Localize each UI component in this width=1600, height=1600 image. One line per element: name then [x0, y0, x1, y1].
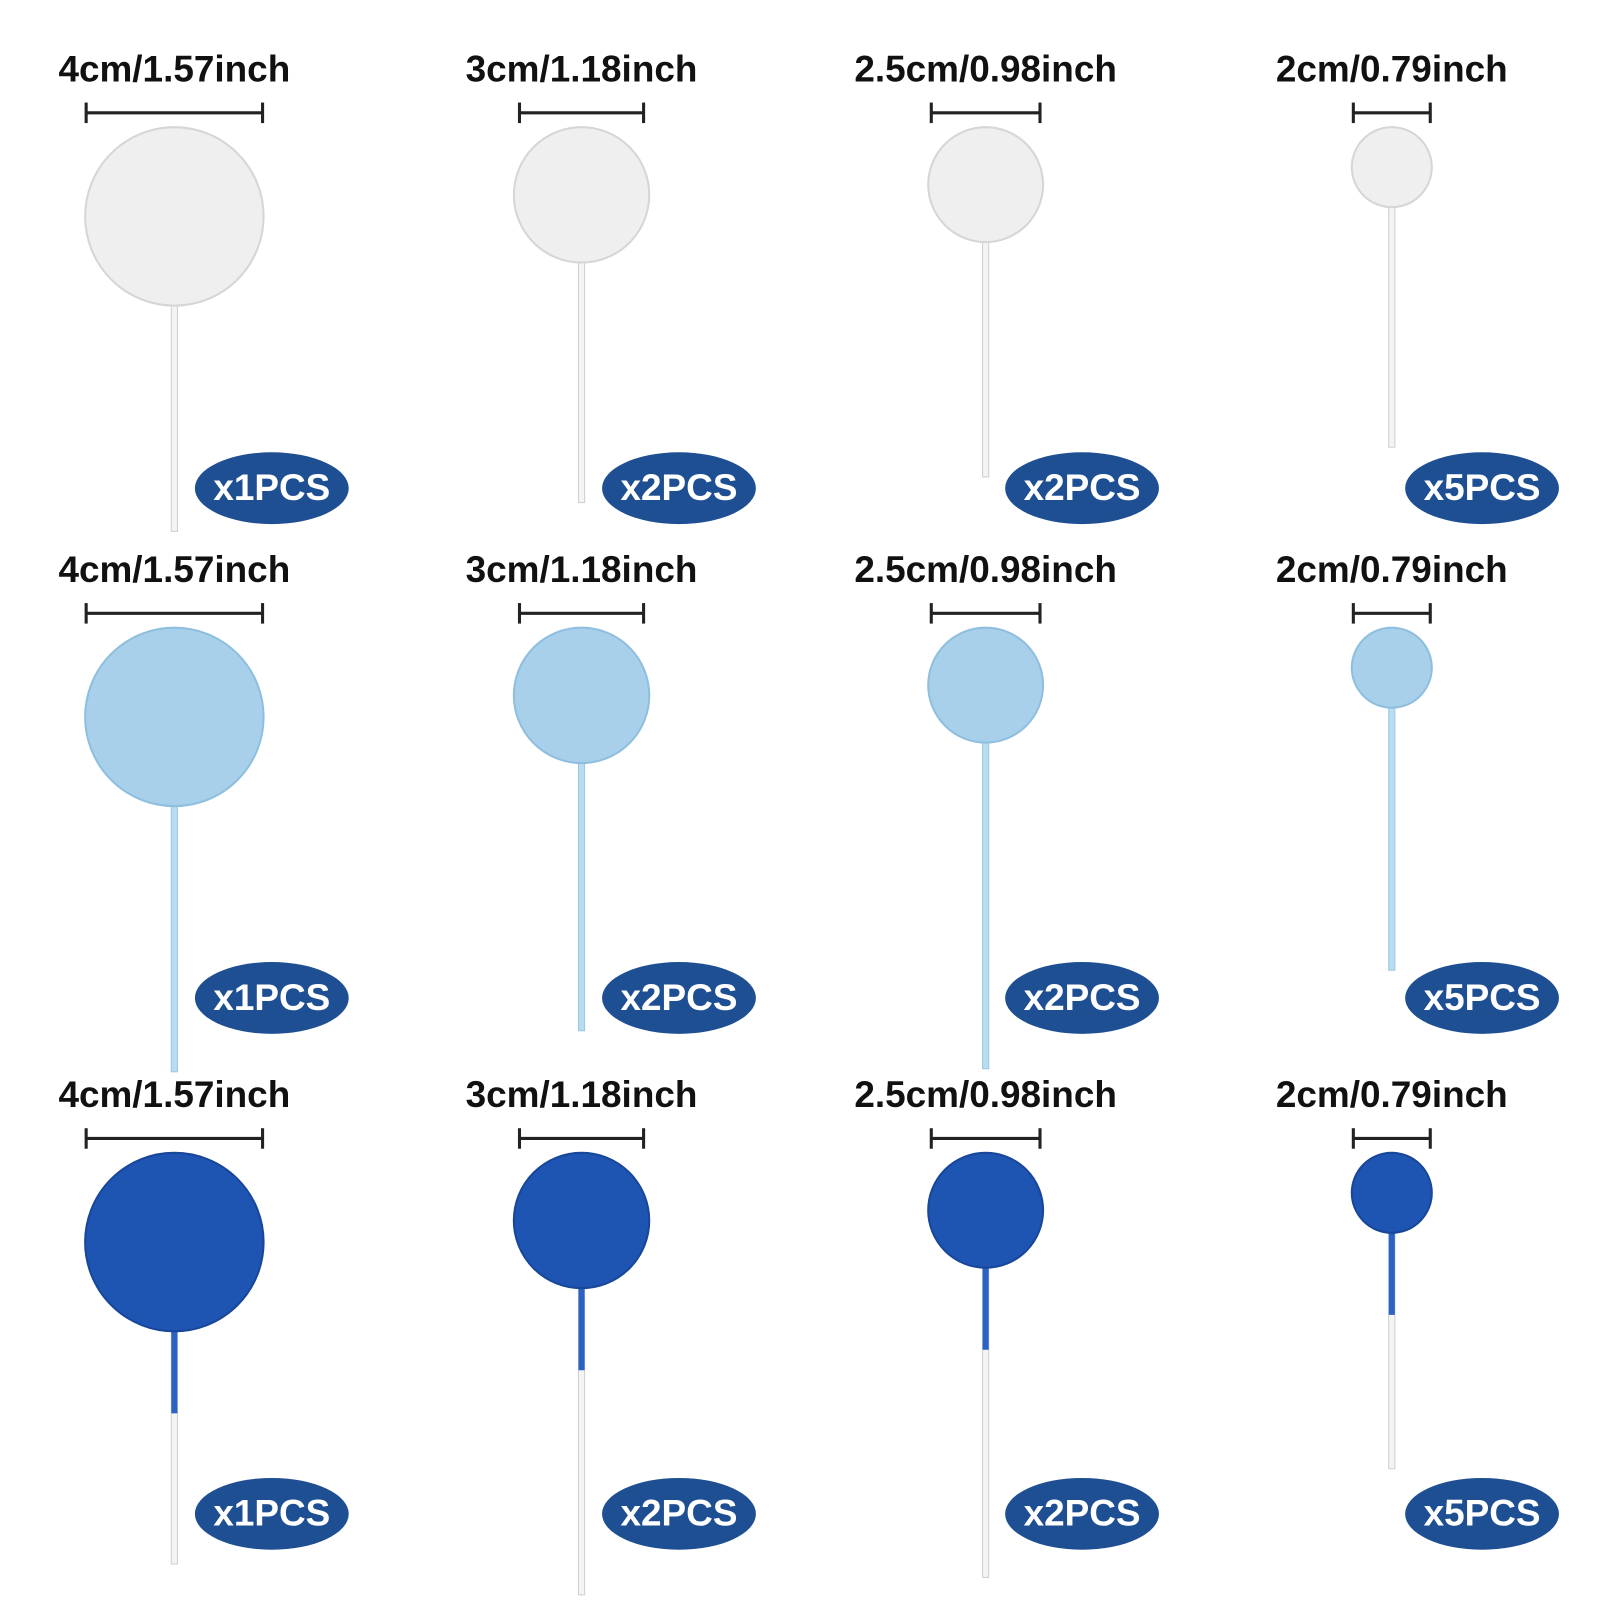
ball: [1350, 626, 1433, 709]
quantity-label: x2PCS: [621, 977, 738, 1018]
quantity-label: x2PCS: [1024, 1493, 1141, 1534]
quantity-label: x5PCS: [1424, 467, 1541, 508]
ball: [512, 126, 651, 264]
quantity-label: x5PCS: [1424, 977, 1541, 1018]
size-label: 2.5cm/0.98inch: [854, 549, 1117, 590]
badge: [602, 962, 756, 1034]
badge: [194, 1477, 349, 1550]
product-item: 4cm/1.57inch x1PCS: [58, 49, 349, 532]
stick-top: [982, 1263, 989, 1350]
badge: [1405, 962, 1559, 1034]
product-item: 2.5cm/0.98inch x2PCS: [854, 549, 1159, 1070]
badge: [194, 962, 349, 1034]
stick-top: [1388, 1228, 1395, 1315]
stick: [577, 257, 586, 504]
size-label: 4cm/1.57inch: [58, 49, 290, 90]
product-item: 2cm/0.79inch x5PCS: [1276, 1074, 1559, 1550]
size-label: 4cm/1.57inch: [58, 549, 290, 590]
stick: [170, 301, 178, 532]
quantity-label: x5PCS: [1424, 1493, 1541, 1534]
badge: [1005, 962, 1159, 1034]
ball: [927, 126, 1045, 244]
quantity-label: x2PCS: [1024, 467, 1141, 508]
ball: [927, 1151, 1045, 1269]
size-label: 4cm/1.57inch: [58, 1074, 290, 1115]
size-label: 3cm/1.18inch: [466, 549, 698, 590]
ball: [84, 1151, 265, 1333]
product-item: 3cm/1.18inch x2PCS: [466, 1074, 756, 1596]
size-label: 2.5cm/0.98inch: [854, 1074, 1117, 1115]
ball: [927, 626, 1045, 744]
stick: [577, 758, 586, 1032]
quantity-label: x1PCS: [213, 1493, 330, 1534]
stick-top: [171, 1327, 178, 1414]
ball: [84, 626, 265, 808]
quantity-label: x2PCS: [621, 467, 738, 508]
size-label: 2cm/0.79inch: [1276, 1074, 1508, 1115]
badge: [602, 452, 756, 525]
product-item: 2.5cm/0.98inch x2PCS: [854, 1074, 1159, 1578]
product-item: 2cm/0.79inch x5PCS: [1276, 49, 1559, 525]
product-item: 4cm/1.57inch x1PCS: [58, 549, 349, 1073]
stick: [1388, 202, 1396, 448]
product-item: 2.5cm/0.98inch x2PCS: [854, 49, 1159, 525]
product-item: 3cm/1.18inch x2PCS: [466, 549, 756, 1034]
stick: [982, 237, 990, 478]
quantity-label: x1PCS: [213, 467, 330, 508]
badge: [1405, 1477, 1559, 1550]
ball: [512, 1151, 651, 1290]
quantity-label: x1PCS: [213, 977, 330, 1018]
ball: [1350, 1151, 1433, 1234]
stick-top: [578, 1284, 585, 1371]
ball: [512, 626, 651, 765]
quantity-label: x2PCS: [1024, 977, 1141, 1018]
badge: [194, 452, 349, 525]
badge: [1005, 452, 1159, 525]
size-label: 3cm/1.18inch: [466, 49, 698, 90]
size-label: 3cm/1.18inch: [466, 1074, 698, 1115]
stick: [170, 801, 178, 1073]
ball: [1350, 126, 1433, 209]
quantity-label: x2PCS: [621, 1493, 738, 1534]
ball: [84, 126, 265, 307]
badge: [1005, 1477, 1159, 1550]
product-item: 2cm/0.79inch x5PCS: [1276, 549, 1559, 1034]
stick: [1388, 703, 1396, 971]
product-item: 3cm/1.18inch x2PCS: [466, 49, 756, 525]
size-label: 2cm/0.79inch: [1276, 49, 1508, 90]
badge: [602, 1477, 756, 1550]
size-label: 2cm/0.79inch: [1276, 549, 1508, 590]
badge: [1405, 452, 1559, 525]
stick: [982, 737, 990, 1070]
product-item: 4cm/1.57inch x1PCS: [58, 1074, 349, 1565]
size-label: 2.5cm/0.98inch: [854, 49, 1117, 90]
